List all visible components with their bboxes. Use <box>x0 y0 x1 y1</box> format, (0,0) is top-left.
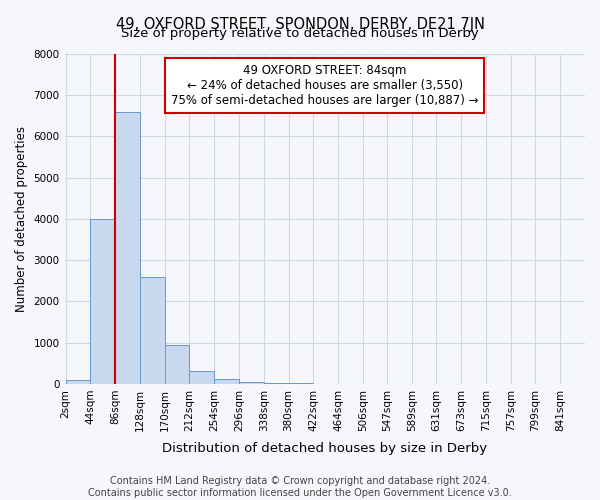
Bar <box>214 379 239 384</box>
Bar <box>140 276 165 384</box>
Text: Contains HM Land Registry data © Crown copyright and database right 2024.
Contai: Contains HM Land Registry data © Crown c… <box>88 476 512 498</box>
Bar <box>239 382 264 384</box>
X-axis label: Distribution of detached houses by size in Derby: Distribution of detached houses by size … <box>162 442 487 455</box>
Bar <box>264 383 289 384</box>
Bar <box>115 112 140 384</box>
Bar <box>91 219 115 384</box>
Y-axis label: Number of detached properties: Number of detached properties <box>15 126 28 312</box>
Bar <box>190 370 214 384</box>
Bar <box>66 380 91 384</box>
Text: Size of property relative to detached houses in Derby: Size of property relative to detached ho… <box>121 28 479 40</box>
Text: 49, OXFORD STREET, SPONDON, DERBY, DE21 7JN: 49, OXFORD STREET, SPONDON, DERBY, DE21 … <box>115 18 485 32</box>
Text: 49 OXFORD STREET: 84sqm
← 24% of detached houses are smaller (3,550)
75% of semi: 49 OXFORD STREET: 84sqm ← 24% of detache… <box>171 64 479 107</box>
Bar <box>165 344 190 384</box>
